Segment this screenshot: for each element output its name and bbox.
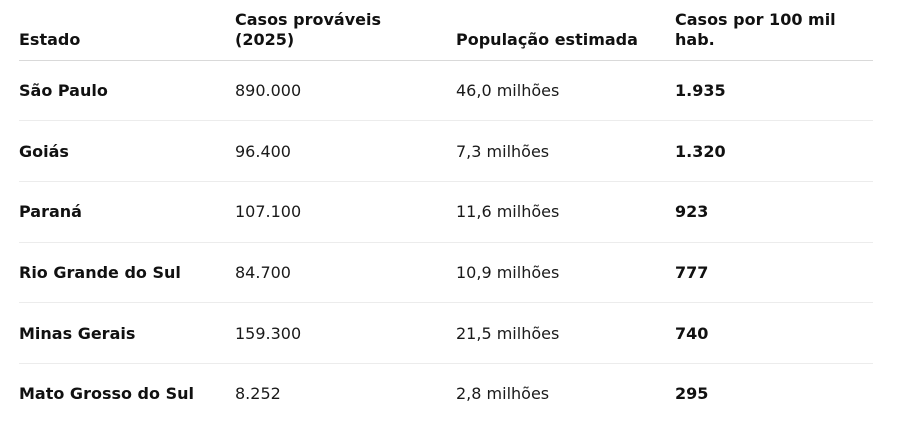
cell-estado: Goiás	[19, 120, 235, 182]
table-body: São Paulo 890.000 46,0 milhões 1.935 Goi…	[19, 60, 873, 424]
cell-casos: 8.252	[235, 384, 281, 404]
cell-estado: Rio Grande do Sul	[19, 242, 235, 304]
cell-estado: Mato Grosso do Sul	[19, 384, 194, 404]
header-casos-line1: Casos prováveis	[235, 9, 381, 29]
cell-populacao: 11,6 milhões	[456, 181, 675, 243]
cell-estado: São Paulo	[19, 60, 235, 122]
cell-estado: Paraná	[19, 181, 235, 243]
header-estado: Estado	[19, 0, 235, 61]
cell-estado: Minas Gerais	[19, 302, 235, 364]
cell-taxa: 295	[675, 384, 709, 404]
header-row: Estado Casos prováveis (2025) População e…	[19, 0, 873, 61]
cell-casos: 159.300	[235, 302, 456, 364]
cell-populacao: 2,8 milhões	[456, 384, 550, 404]
cell-taxa: 740	[675, 302, 873, 364]
cell-taxa: 1.320	[675, 120, 873, 182]
table-row: Rio Grande do Sul 84.700 10,9 milhões 77…	[19, 242, 873, 304]
table-header: Estado Casos prováveis (2025) População e…	[19, 0, 873, 61]
cell-taxa: 923	[675, 181, 873, 243]
cell-populacao: 7,3 milhões	[456, 120, 675, 182]
cell-casos: 84.700	[235, 242, 456, 304]
table-row: Goiás 96.400 7,3 milhões 1.320	[19, 120, 873, 182]
header-taxa: Casos por 100 mil hab.	[675, 0, 873, 61]
table-row: Paraná 107.100 11,6 milhões 923	[19, 181, 873, 243]
cell-taxa: 777	[675, 242, 873, 304]
cell-casos: 96.400	[235, 120, 456, 182]
table-row: Mato Grosso do Sul 8.252 2,8 milhões 295	[19, 363, 873, 423]
table-row: Minas Gerais 159.300 21,5 milhões 740	[19, 302, 873, 364]
table-row: São Paulo 890.000 46,0 milhões 1.935	[19, 60, 873, 122]
cell-taxa: 1.935	[675, 60, 873, 122]
header-casos-line2: (2025)	[235, 29, 295, 49]
dengue-cases-table: Estado Casos prováveis (2025) População e…	[19, 0, 873, 424]
cell-populacao: 46,0 milhões	[456, 60, 675, 122]
cell-populacao: 10,9 milhões	[456, 242, 675, 304]
cell-casos: 107.100	[235, 181, 456, 243]
header-populacao: População estimada	[456, 0, 675, 61]
header-casos: Casos prováveis (2025)	[235, 0, 456, 61]
cell-casos: 890.000	[235, 60, 456, 122]
cell-populacao: 21,5 milhões	[456, 302, 675, 364]
